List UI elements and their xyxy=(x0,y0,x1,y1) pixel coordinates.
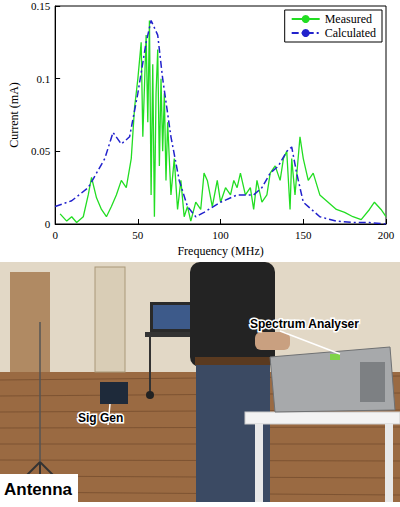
svg-text:Antenna: Antenna xyxy=(4,480,73,499)
svg-text:200: 200 xyxy=(378,229,395,241)
svg-text:0: 0 xyxy=(52,229,58,241)
svg-text:50: 50 xyxy=(132,229,144,241)
svg-text:Calculated: Calculated xyxy=(325,26,376,40)
svg-text:Measured: Measured xyxy=(325,12,372,26)
svg-text:Frequency (MHz): Frequency (MHz) xyxy=(177,244,263,258)
svg-text:Current (mA): Current (mA) xyxy=(7,82,21,148)
svg-text:0.15: 0.15 xyxy=(31,0,51,12)
svg-text:100: 100 xyxy=(212,229,229,241)
svg-text:150: 150 xyxy=(295,229,312,241)
svg-text:0.05: 0.05 xyxy=(31,145,51,157)
svg-text:0: 0 xyxy=(45,218,51,230)
svg-text:0.1: 0.1 xyxy=(36,73,50,85)
svg-text:Sig Gen: Sig Gen xyxy=(78,411,123,425)
svg-text:Spectrum Analyser: Spectrum Analyser xyxy=(250,317,359,331)
